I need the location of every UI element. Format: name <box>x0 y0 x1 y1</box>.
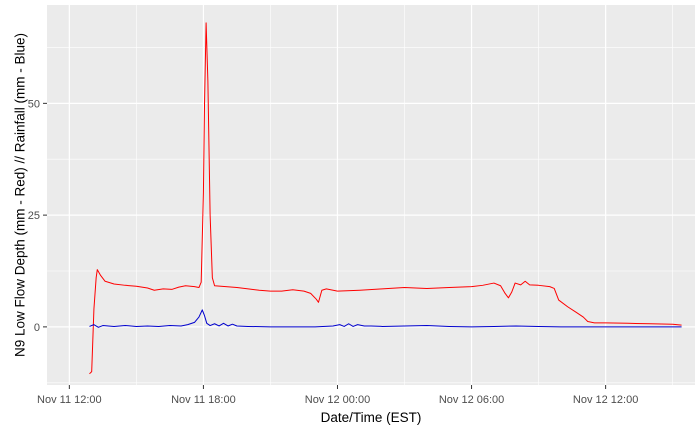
y-axis: 0 25 50 <box>28 98 47 334</box>
plot-panel <box>47 5 695 385</box>
series-layer <box>89 22 682 375</box>
x-tick-label: Nov 11 18:00 <box>171 394 236 406</box>
minor-gridlines <box>47 5 695 385</box>
x-axis-title: Date/Time (EST) <box>321 410 422 425</box>
y-tick-label: 50 <box>28 98 40 110</box>
series-line-2 <box>89 309 682 328</box>
x-axis: Nov 11 12:00 Nov 11 18:00 Nov 12 00:00 Nov … <box>37 385 638 406</box>
y-tick-label: 0 <box>34 322 40 334</box>
x-tick-label: Nov 12 06:00 <box>439 394 504 406</box>
y-axis-title: N9 Low Flow Depth (mm - Red) // Rainfall… <box>13 33 28 357</box>
x-tick-label: Nov 11 12:00 <box>37 394 102 406</box>
series-line-1 <box>89 22 682 375</box>
y-tick-label: 25 <box>28 210 40 222</box>
x-tick-label: Nov 12 00:00 <box>305 394 370 406</box>
x-tick-label: Nov 12 12:00 <box>573 394 638 406</box>
